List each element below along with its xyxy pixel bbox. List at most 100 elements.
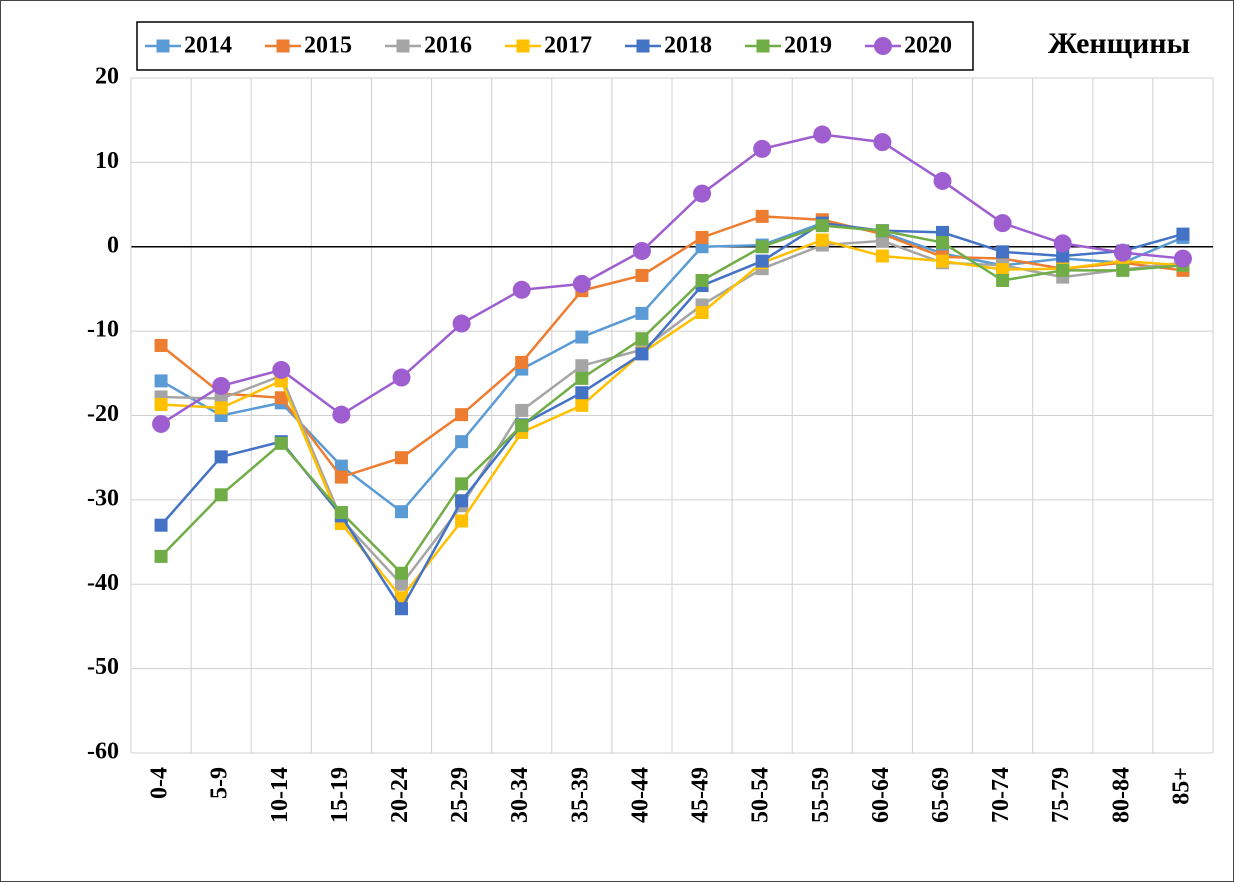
marker xyxy=(1116,263,1130,277)
marker xyxy=(815,233,829,247)
series-line xyxy=(160,221,1184,514)
legend-marker xyxy=(516,39,530,53)
marker xyxy=(996,263,1010,277)
legend-marker xyxy=(156,39,170,53)
marker xyxy=(1173,249,1192,268)
marker xyxy=(635,306,649,320)
marker xyxy=(515,403,529,417)
series-line xyxy=(160,224,1184,576)
x-tick-label: 80-84 xyxy=(1108,767,1134,823)
marker xyxy=(575,371,589,385)
marker xyxy=(755,209,769,223)
marker xyxy=(455,435,469,449)
marker xyxy=(455,477,469,491)
x-tick-label: 45-49 xyxy=(688,767,714,823)
marker xyxy=(332,405,351,424)
legend-label: 2018 xyxy=(664,33,712,59)
x-tick-label: 5-9 xyxy=(207,767,233,799)
x-tick-label: 30-34 xyxy=(507,767,533,823)
marker xyxy=(274,436,288,450)
series-line xyxy=(160,221,1184,612)
marker xyxy=(755,254,769,268)
marker xyxy=(575,330,589,344)
marker xyxy=(512,280,531,299)
marker xyxy=(452,314,471,333)
marker xyxy=(933,171,952,190)
marker xyxy=(154,374,168,388)
y-tick-label: -40 xyxy=(87,570,119,596)
legend-marker xyxy=(276,39,290,53)
marker xyxy=(813,125,832,144)
legend-label: 2017 xyxy=(544,33,592,59)
marker xyxy=(936,254,949,268)
legend-label: 2020 xyxy=(904,33,952,59)
marker xyxy=(936,225,949,239)
marker xyxy=(154,549,168,563)
x-tick-label: 40-44 xyxy=(627,767,653,823)
x-tick-label: 60-64 xyxy=(868,767,894,823)
x-tick-label: 25-29 xyxy=(447,767,473,823)
series-line xyxy=(161,239,1184,587)
y-tick-label: 0 xyxy=(107,232,119,258)
marker xyxy=(936,236,949,250)
x-tick-label: 70-74 xyxy=(988,767,1014,823)
marker xyxy=(274,391,288,405)
series-line xyxy=(160,215,1184,479)
marker xyxy=(515,355,529,369)
marker xyxy=(395,566,408,580)
x-tick-label: 20-24 xyxy=(387,767,413,823)
marker xyxy=(212,376,231,395)
marker xyxy=(695,230,709,244)
marker xyxy=(455,514,469,528)
marker xyxy=(334,470,348,484)
x-tick-label: 55-59 xyxy=(808,767,834,823)
marker xyxy=(214,488,228,502)
marker xyxy=(575,359,589,373)
marker xyxy=(1056,249,1070,263)
x-tick-label: 50-54 xyxy=(748,767,774,823)
x-tick-label: 65-69 xyxy=(928,767,954,823)
marker xyxy=(334,506,348,520)
marker xyxy=(996,274,1010,287)
y-tick-label: -20 xyxy=(87,401,119,427)
marker xyxy=(575,398,589,412)
marker xyxy=(1053,234,1072,253)
marker xyxy=(575,386,589,400)
marker xyxy=(1113,243,1132,262)
marker xyxy=(154,518,168,532)
x-tick-label: 10-14 xyxy=(267,767,293,823)
legend-marker xyxy=(756,39,770,53)
marker xyxy=(635,332,649,346)
marker xyxy=(993,214,1012,233)
marker xyxy=(272,360,291,379)
marker xyxy=(875,249,889,263)
legend-label: 2016 xyxy=(424,33,472,59)
marker xyxy=(875,234,889,248)
marker xyxy=(996,245,1010,259)
marker xyxy=(395,577,408,591)
y-tick-label: -10 xyxy=(87,317,119,343)
marker xyxy=(635,268,649,282)
marker xyxy=(695,274,709,287)
legend-label: 2015 xyxy=(304,33,352,59)
legend-marker xyxy=(874,37,892,55)
chart-title: Женщины xyxy=(1048,27,1190,60)
legend-marker xyxy=(396,39,410,53)
marker xyxy=(815,219,829,233)
legend-marker xyxy=(636,39,650,53)
marker xyxy=(395,602,408,616)
y-tick-label: 20 xyxy=(95,64,119,90)
marker xyxy=(455,494,469,508)
y-tick-label: -60 xyxy=(87,739,119,765)
marker xyxy=(515,419,529,433)
marker xyxy=(395,451,408,465)
marker xyxy=(455,408,469,422)
y-tick-label: 10 xyxy=(95,148,119,174)
marker xyxy=(875,224,889,238)
y-tick-label: -50 xyxy=(87,654,119,680)
x-tick-label: 0-4 xyxy=(147,767,173,799)
marker xyxy=(392,368,411,387)
marker xyxy=(214,401,228,415)
x-tick-label: 85+ xyxy=(1168,767,1194,805)
